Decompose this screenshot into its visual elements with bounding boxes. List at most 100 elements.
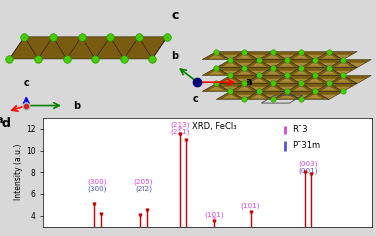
Polygon shape (237, 70, 252, 75)
Polygon shape (329, 67, 357, 76)
Polygon shape (307, 62, 323, 67)
Polygon shape (230, 76, 258, 84)
Polygon shape (293, 79, 309, 83)
Polygon shape (279, 94, 294, 98)
Polygon shape (343, 59, 371, 67)
Polygon shape (265, 70, 280, 75)
Polygon shape (279, 71, 294, 75)
Polygon shape (208, 70, 224, 75)
Polygon shape (216, 84, 244, 91)
Polygon shape (230, 52, 258, 59)
Polygon shape (329, 84, 357, 91)
Polygon shape (307, 71, 323, 75)
Polygon shape (244, 52, 273, 59)
Polygon shape (237, 54, 252, 59)
Polygon shape (329, 76, 357, 84)
Text: (001): (001) (298, 167, 318, 174)
Polygon shape (265, 95, 280, 99)
Polygon shape (293, 70, 309, 75)
Polygon shape (251, 94, 266, 98)
Polygon shape (279, 62, 294, 67)
Polygon shape (259, 84, 287, 91)
Text: (003): (003) (298, 160, 318, 167)
Polygon shape (307, 94, 323, 98)
Polygon shape (244, 84, 273, 91)
Polygon shape (216, 67, 244, 76)
Text: b: b (73, 101, 80, 110)
Polygon shape (279, 87, 294, 91)
Polygon shape (259, 67, 287, 76)
Polygon shape (315, 84, 343, 91)
Polygon shape (251, 62, 266, 67)
Polygon shape (293, 86, 309, 90)
Polygon shape (251, 87, 266, 91)
Polygon shape (301, 67, 329, 76)
Polygon shape (307, 78, 323, 83)
Text: XRD, FeCl₃: XRD, FeCl₃ (192, 122, 237, 131)
Text: b: b (171, 51, 178, 61)
Polygon shape (216, 59, 244, 67)
Polygon shape (265, 86, 280, 90)
Polygon shape (279, 55, 294, 59)
Polygon shape (223, 94, 238, 98)
Text: a: a (246, 77, 252, 87)
Polygon shape (259, 52, 287, 59)
Polygon shape (223, 55, 238, 59)
Text: (2ī2): (2ī2) (135, 186, 152, 192)
Polygon shape (315, 67, 343, 76)
Polygon shape (230, 91, 258, 99)
Polygon shape (216, 76, 244, 84)
Text: (300): (300) (88, 179, 107, 185)
Polygon shape (321, 63, 337, 67)
Polygon shape (321, 70, 337, 75)
Polygon shape (244, 91, 273, 99)
Text: (300): (300) (88, 186, 107, 192)
Polygon shape (293, 63, 309, 67)
Polygon shape (329, 52, 357, 59)
Polygon shape (315, 76, 343, 84)
Polygon shape (251, 55, 266, 59)
Polygon shape (293, 95, 309, 99)
Polygon shape (259, 59, 287, 67)
Polygon shape (237, 95, 252, 99)
Polygon shape (335, 78, 351, 83)
Polygon shape (349, 79, 365, 83)
Polygon shape (237, 79, 252, 83)
Polygon shape (244, 67, 273, 76)
Polygon shape (237, 86, 252, 90)
Text: (101): (101) (241, 203, 260, 209)
Polygon shape (230, 59, 258, 67)
Polygon shape (202, 67, 230, 76)
Polygon shape (223, 87, 238, 91)
Text: c: c (193, 94, 199, 105)
Polygon shape (265, 54, 280, 59)
Polygon shape (244, 76, 273, 84)
Text: P¯31m: P¯31m (292, 141, 320, 150)
Polygon shape (273, 59, 301, 67)
Polygon shape (223, 71, 238, 75)
Polygon shape (287, 91, 315, 99)
Polygon shape (287, 52, 315, 59)
Polygon shape (216, 91, 244, 99)
Text: (21̳3): (21̳3) (170, 121, 190, 128)
Polygon shape (301, 76, 329, 84)
Polygon shape (335, 62, 351, 67)
Polygon shape (315, 91, 343, 99)
Text: c: c (171, 8, 179, 21)
Text: c: c (23, 78, 29, 88)
Polygon shape (216, 52, 244, 59)
Polygon shape (202, 84, 230, 91)
Polygon shape (307, 55, 323, 59)
Polygon shape (301, 52, 329, 59)
Polygon shape (273, 67, 301, 76)
Polygon shape (287, 67, 315, 76)
Polygon shape (321, 86, 337, 90)
Polygon shape (230, 84, 258, 91)
Polygon shape (259, 91, 287, 99)
Polygon shape (315, 52, 343, 59)
Polygon shape (259, 76, 287, 84)
Polygon shape (335, 87, 351, 91)
Polygon shape (230, 67, 258, 76)
Text: (205): (205) (134, 179, 153, 185)
Polygon shape (279, 78, 294, 83)
